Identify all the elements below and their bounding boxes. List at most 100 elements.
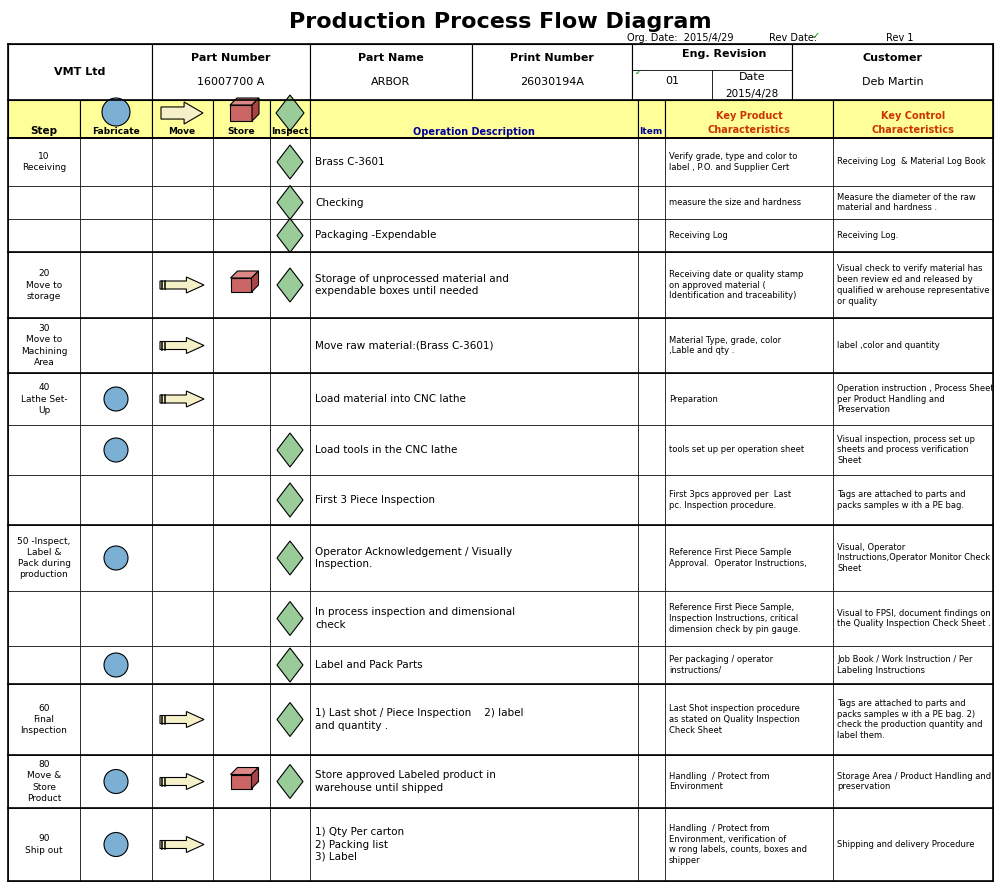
- Text: 26030194A: 26030194A: [520, 77, 584, 87]
- Bar: [638, 425, 665, 475]
- Text: Visual inspection, process set up
sheets and process verification
Sheet: Visual inspection, process set up sheets…: [837, 435, 975, 466]
- Bar: [665, 475, 833, 525]
- Text: Move: Move: [168, 127, 196, 135]
- Bar: [833, 591, 993, 646]
- Polygon shape: [277, 541, 303, 575]
- Text: Tags are attached to parts and
packs samples w ith a PE bag.: Tags are attached to parts and packs sam…: [837, 490, 966, 510]
- Text: Org. Date:  2015/4/29: Org. Date: 2015/4/29: [627, 33, 733, 43]
- Text: Packaging -Expendable: Packaging -Expendable: [315, 230, 436, 241]
- Text: 2015/4/28: 2015/4/28: [725, 89, 779, 99]
- Bar: [833, 646, 993, 684]
- Bar: [665, 684, 833, 755]
- Bar: [80, 646, 152, 684]
- Bar: [270, 100, 310, 138]
- Text: Reference First Piece Sample,
Inspection Instructions, critical
dimension check : Reference First Piece Sample, Inspection…: [669, 604, 801, 634]
- Bar: [152, 219, 213, 252]
- Text: Key Product: Key Product: [716, 111, 782, 121]
- Circle shape: [104, 387, 128, 411]
- Bar: [8, 373, 80, 425]
- Text: Eng. Revision: Eng. Revision: [682, 49, 766, 59]
- Bar: [80, 100, 152, 138]
- Bar: [270, 808, 310, 881]
- Bar: [833, 525, 993, 591]
- Bar: [270, 684, 310, 755]
- Polygon shape: [277, 602, 303, 635]
- Bar: [152, 425, 213, 475]
- Circle shape: [104, 546, 128, 570]
- Text: Production Process Flow Diagram: Production Process Flow Diagram: [289, 12, 711, 32]
- Bar: [213, 219, 270, 252]
- Bar: [310, 186, 638, 219]
- Bar: [8, 186, 80, 219]
- Text: ARBOR: ARBOR: [371, 77, 411, 87]
- Bar: [833, 252, 993, 318]
- Polygon shape: [252, 271, 258, 292]
- Bar: [152, 186, 213, 219]
- Bar: [270, 475, 310, 525]
- Text: Receiving Log: Receiving Log: [669, 231, 728, 240]
- Text: First 3 Piece Inspection: First 3 Piece Inspection: [315, 495, 435, 505]
- Polygon shape: [160, 391, 204, 407]
- Bar: [152, 252, 213, 318]
- Text: Per packaging / operator
instructions/: Per packaging / operator instructions/: [669, 655, 773, 675]
- Bar: [230, 774, 252, 789]
- Bar: [80, 318, 152, 373]
- Bar: [310, 44, 472, 100]
- Text: Item: Item: [639, 127, 663, 136]
- Polygon shape: [277, 483, 303, 517]
- Bar: [310, 808, 638, 881]
- Bar: [152, 318, 213, 373]
- Bar: [8, 591, 80, 646]
- Bar: [270, 425, 310, 475]
- Circle shape: [104, 769, 128, 794]
- Bar: [80, 219, 152, 252]
- Polygon shape: [277, 765, 303, 798]
- Text: Load material into CNC lathe: Load material into CNC lathe: [315, 394, 466, 404]
- Bar: [152, 100, 213, 138]
- Bar: [270, 138, 310, 186]
- Bar: [8, 646, 80, 684]
- Text: Brass C-3601: Brass C-3601: [315, 157, 385, 167]
- Bar: [310, 138, 638, 186]
- Bar: [638, 138, 665, 186]
- Bar: [152, 525, 213, 591]
- Bar: [665, 186, 833, 219]
- Text: 1) Qty Per carton
2) Packing list
3) Label: 1) Qty Per carton 2) Packing list 3) Lab…: [315, 827, 404, 862]
- Circle shape: [104, 653, 128, 677]
- Bar: [80, 138, 152, 186]
- Text: ✓: ✓: [812, 31, 820, 41]
- Text: Last Shot inspection procedure
as stated on Quality Inspection
Check Sheet: Last Shot inspection procedure as stated…: [669, 704, 800, 735]
- Bar: [213, 425, 270, 475]
- Polygon shape: [277, 703, 303, 736]
- Text: Move raw material:(Brass C-3601): Move raw material:(Brass C-3601): [315, 341, 494, 350]
- Bar: [80, 684, 152, 755]
- Text: 01: 01: [665, 76, 679, 86]
- Polygon shape: [230, 271, 258, 278]
- Text: Receiving Log  & Material Log Book: Receiving Log & Material Log Book: [837, 158, 986, 166]
- Text: 40
Lathe Set-
Up: 40 Lathe Set- Up: [21, 383, 67, 414]
- Bar: [665, 373, 833, 425]
- Bar: [310, 219, 638, 252]
- Polygon shape: [230, 767, 258, 774]
- Text: Inspect: Inspect: [271, 127, 309, 135]
- Text: Measure the diameter of the raw
material and hardness .: Measure the diameter of the raw material…: [837, 193, 976, 212]
- Polygon shape: [230, 98, 259, 105]
- Bar: [310, 684, 638, 755]
- Text: label ,color and quantity: label ,color and quantity: [837, 341, 940, 350]
- Bar: [638, 591, 665, 646]
- Polygon shape: [277, 268, 303, 302]
- Bar: [792, 44, 993, 100]
- Circle shape: [104, 833, 128, 857]
- Bar: [632, 44, 792, 100]
- Text: Part Number: Part Number: [191, 53, 271, 63]
- Text: 90
Ship out: 90 Ship out: [25, 835, 63, 855]
- Text: Reference First Piece Sample
Approval.  Operator Instructions,: Reference First Piece Sample Approval. O…: [669, 548, 807, 568]
- Bar: [152, 44, 310, 100]
- Bar: [310, 525, 638, 591]
- Bar: [270, 755, 310, 808]
- Bar: [8, 219, 80, 252]
- Bar: [638, 100, 665, 138]
- Polygon shape: [160, 836, 204, 852]
- Text: 60
Final
Inspection: 60 Final Inspection: [21, 704, 67, 735]
- Bar: [80, 373, 152, 425]
